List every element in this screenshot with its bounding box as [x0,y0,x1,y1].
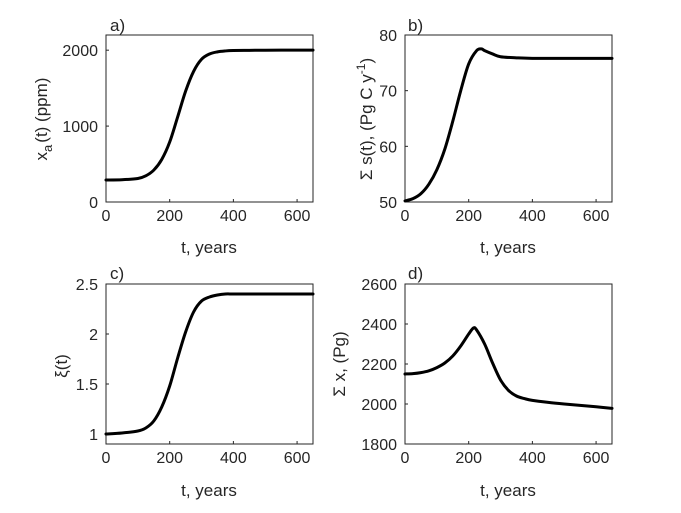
panel-c-xtick-label: 600 [284,450,311,467]
panel-b-ytick-label: 70 [379,84,397,101]
panel-d-xtick-label: 600 [583,450,610,467]
panel-a-xtick-label: 600 [284,208,311,225]
panel-b-ytick-label: 60 [379,139,397,156]
panel-c-series-line [104,292,315,436]
panel-d-xtick-label: 200 [455,450,482,467]
panel-d-ytick-label: 2000 [361,397,397,414]
panel-d-ticks: 0 200 400 600 1800 2000 2200 2400 2600 [361,277,609,467]
panel-c-xtick-label: 200 [156,450,183,467]
panel-d-ytick-label: 2200 [361,357,397,374]
panel-c-ytick-label: 2.5 [76,277,98,294]
panel-c-ytick-label: 1.5 [76,377,98,394]
panel-a-ticks: 0 200 400 600 0 1000 2000 [62,43,310,225]
panel-b-label: b) [408,16,423,35]
panel-d-xlabel: t, years [480,481,536,500]
panel-b-axes-box [404,34,613,203]
panel-b-ylabel-sup: -1 [354,63,368,74]
panel-d-ytick-label: 2600 [361,277,397,294]
panel-a-ytick-label: 0 [89,195,98,212]
panel-b-xtick-label: 200 [455,208,482,225]
panel-a-axes-box [105,34,314,203]
panel-b-ylabel: Σ s(t), (Pg C y-1) [354,58,376,180]
panel-b-xtick-label: 600 [583,208,610,225]
panel-c-ytick-label: 1 [89,427,98,444]
panel-a-label: a) [110,16,125,35]
panel-a-ylabel: xa(t) (ppm) [32,78,55,161]
panel-d: d) t, years Σ x, (Pg) 0 200 400 600 1800 2000… [330,264,614,500]
panel-b-series-line [403,47,614,203]
panel-b: b) t, years Σ s(t), (Pg C y-1) 0 200 400 60… [354,16,614,257]
panel-d-xtick-label: 0 [401,450,410,467]
panel-b-ylabel-main: Σ s(t), (Pg C y [357,74,376,180]
panel-c: c) t, years ξ(t) 0 200 400 600 1 1.5 2 2.5 [52,264,315,500]
panel-b-ytick-label: 80 [379,28,397,45]
panel-b-ylabel-close: ) [357,58,376,64]
panel-d-ytick-label: 1800 [361,437,397,454]
panel-a-ytick-label: 1000 [62,119,98,136]
panel-a-series-line [104,48,315,182]
panel-c-ylabel: ξ(t) [52,354,71,378]
panel-c-axes-box [105,283,314,445]
panel-b-xtick-label: 400 [519,208,546,225]
panel-b-xtick-label: 0 [401,208,410,225]
panel-d-ytick-label: 2400 [361,317,397,334]
panel-a-ylabel-base: x [32,151,51,160]
panel-d-xtick-label: 400 [519,450,546,467]
panel-a-xtick-label: 200 [156,208,183,225]
panel-c-xtick-label: 0 [102,450,111,467]
panel-a-ytick-label: 2000 [62,43,98,60]
panel-c-xlabel: t, years [181,481,237,500]
panel-d-ylabel: Σ x, (Pg) [330,331,349,396]
panel-c-label: c) [110,264,124,283]
panel-a-ylabel-tail: (t) (ppm) [32,78,51,143]
panel-a: a) t, years xa(t) (ppm) 0 200 400 600 0 1000 2… [32,16,315,257]
panel-c-ytick-label: 2 [89,327,98,344]
panel-d-label: d) [408,264,423,283]
panel-a-xtick-label: 400 [220,208,247,225]
panel-a-xtick-label: 0 [102,208,111,225]
panel-c-xtick-label: 400 [220,450,247,467]
panel-d-series-line [403,326,614,410]
panel-b-ticks: 0 200 400 600 50 60 70 80 [379,28,609,225]
panel-a-ylabel-sub: a [40,144,55,152]
panel-a-xlabel: t, years [181,238,237,257]
panel-b-xlabel: t, years [480,238,536,257]
panel-c-ticks: 0 200 400 600 1 1.5 2 2.5 [76,277,311,467]
panel-b-ytick-label: 50 [379,195,397,212]
